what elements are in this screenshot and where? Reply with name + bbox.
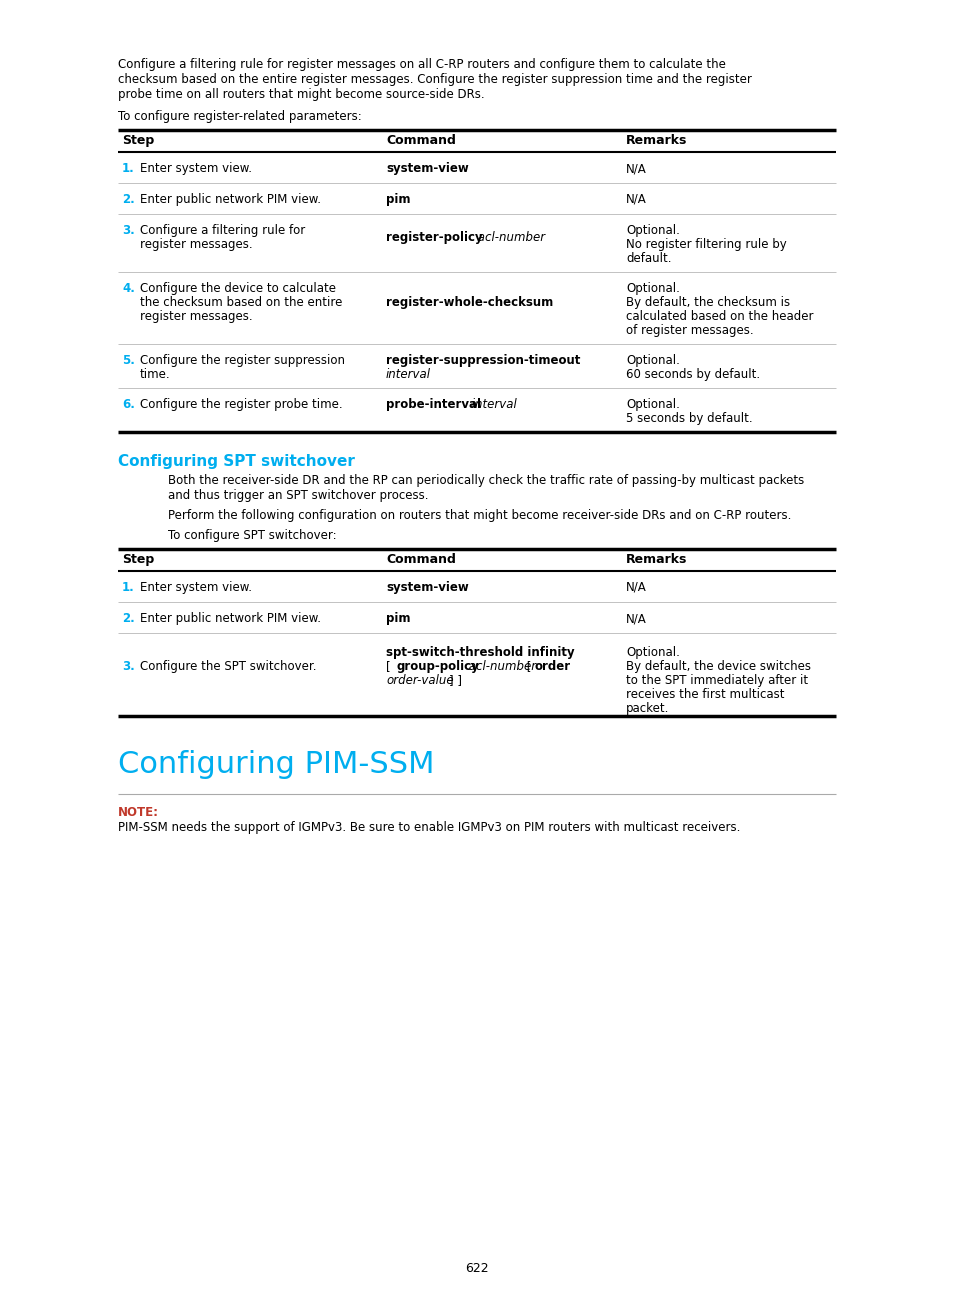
Text: Step: Step (122, 553, 154, 566)
Text: Enter public network PIM view.: Enter public network PIM view. (140, 193, 320, 206)
Text: Configure the SPT switchover.: Configure the SPT switchover. (140, 660, 316, 673)
Text: register-suppression-timeout: register-suppression-timeout (386, 354, 579, 367)
Text: By default, the device switches: By default, the device switches (625, 660, 810, 673)
Text: interval: interval (386, 368, 431, 381)
Text: ] ]: ] ] (449, 674, 461, 687)
Text: and thus trigger an SPT switchover process.: and thus trigger an SPT switchover proce… (168, 489, 428, 502)
Text: Remarks: Remarks (625, 133, 687, 146)
Text: of register messages.: of register messages. (625, 324, 753, 337)
Text: N/A: N/A (625, 162, 646, 175)
Text: No register filtering rule by: No register filtering rule by (625, 238, 786, 251)
Text: Enter system view.: Enter system view. (140, 581, 252, 594)
Text: system-view: system-view (386, 162, 468, 175)
Text: N/A: N/A (625, 193, 646, 206)
Text: Command: Command (386, 553, 456, 566)
Text: To configure register-related parameters:: To configure register-related parameters… (118, 110, 361, 123)
Text: group-policy: group-policy (396, 660, 479, 673)
Text: 1.: 1. (122, 162, 134, 175)
Text: Both the receiver-side DR and the RP can periodically check the traffic rate of : Both the receiver-side DR and the RP can… (168, 474, 803, 487)
Text: 60 seconds by default.: 60 seconds by default. (625, 368, 760, 381)
Text: Enter system view.: Enter system view. (140, 162, 252, 175)
Text: By default, the checksum is: By default, the checksum is (625, 295, 789, 308)
Text: register-whole-checksum: register-whole-checksum (386, 295, 553, 308)
Text: order: order (535, 660, 571, 673)
Text: Enter public network PIM view.: Enter public network PIM view. (140, 612, 320, 625)
Text: probe-interval: probe-interval (386, 398, 480, 411)
Text: Configuring SPT switchover: Configuring SPT switchover (118, 454, 355, 469)
Text: Command: Command (386, 133, 456, 146)
Text: Configure the register suppression: Configure the register suppression (140, 354, 345, 367)
Text: calculated based on the header: calculated based on the header (625, 310, 813, 323)
Text: Step: Step (122, 133, 154, 146)
Text: PIM-SSM needs the support of IGMPv3. Be sure to enable IGMPv3 on PIM routers wit: PIM-SSM needs the support of IGMPv3. Be … (118, 820, 740, 835)
Text: NOTE:: NOTE: (118, 806, 159, 819)
Text: Optional.: Optional. (625, 398, 679, 411)
Text: 2.: 2. (122, 612, 134, 625)
Text: probe time on all routers that might become source-side DRs.: probe time on all routers that might bec… (118, 88, 484, 101)
Text: 2.: 2. (122, 193, 134, 206)
Text: 3.: 3. (122, 660, 134, 673)
Text: 4.: 4. (122, 283, 134, 295)
Text: register-policy: register-policy (386, 231, 482, 244)
Text: Optional.: Optional. (625, 354, 679, 367)
Text: Remarks: Remarks (625, 553, 687, 566)
Text: system-view: system-view (386, 581, 468, 594)
Text: default.: default. (625, 251, 671, 264)
Text: spt-switch-threshold infinity: spt-switch-threshold infinity (386, 645, 574, 658)
Text: time.: time. (140, 368, 171, 381)
Text: 3.: 3. (122, 224, 134, 237)
Text: acl-number: acl-number (474, 231, 544, 244)
Text: receives the first multicast: receives the first multicast (625, 688, 783, 701)
Text: N/A: N/A (625, 581, 646, 594)
Text: Configure the device to calculate: Configure the device to calculate (140, 283, 335, 295)
Text: register messages.: register messages. (140, 310, 253, 323)
Text: acl-number: acl-number (464, 660, 536, 673)
Text: pim: pim (386, 193, 410, 206)
Text: [: [ (522, 660, 535, 673)
Text: N/A: N/A (625, 612, 646, 625)
Text: Configure a filtering rule for: Configure a filtering rule for (140, 224, 305, 237)
Text: Optional.: Optional. (625, 645, 679, 658)
Text: to the SPT immediately after it: to the SPT immediately after it (625, 674, 807, 687)
Text: 5.: 5. (122, 354, 134, 367)
Text: interval: interval (468, 398, 517, 411)
Text: pim: pim (386, 612, 410, 625)
Text: the checksum based on the entire: the checksum based on the entire (140, 295, 342, 308)
Text: 5 seconds by default.: 5 seconds by default. (625, 412, 752, 425)
Text: Optional.: Optional. (625, 224, 679, 237)
Text: Configure a filtering rule for register messages on all C-RP routers and configu: Configure a filtering rule for register … (118, 58, 725, 71)
Text: To configure SPT switchover:: To configure SPT switchover: (168, 529, 336, 542)
Text: packet.: packet. (625, 702, 669, 715)
Text: checksum based on the entire register messages. Configure the register suppressi: checksum based on the entire register me… (118, 73, 751, 86)
Text: Configure the register probe time.: Configure the register probe time. (140, 398, 342, 411)
Text: register messages.: register messages. (140, 238, 253, 251)
Text: Configuring PIM-SSM: Configuring PIM-SSM (118, 750, 434, 779)
Text: 1.: 1. (122, 581, 134, 594)
Text: order-value: order-value (386, 674, 453, 687)
Text: Optional.: Optional. (625, 283, 679, 295)
Text: Perform the following configuration on routers that might become receiver-side D: Perform the following configuration on r… (168, 509, 791, 522)
Text: 6.: 6. (122, 398, 134, 411)
Text: [: [ (386, 660, 394, 673)
Text: 622: 622 (465, 1262, 488, 1275)
